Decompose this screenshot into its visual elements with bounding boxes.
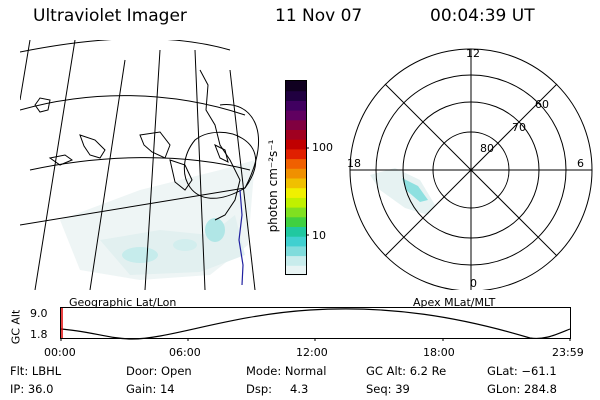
colorbar-block [286, 178, 307, 189]
altitude-ytick-low: 1.8 [30, 328, 48, 341]
mlt-label-0: 0 [470, 277, 477, 290]
status-ip: IP: 36.0 [10, 382, 54, 396]
status-door: Door: Open [126, 364, 192, 378]
altitude-curve [60, 308, 571, 340]
colorbar-block [286, 236, 307, 247]
colorbar-block [286, 119, 307, 130]
colorbar-tick-100: 100 [312, 141, 333, 154]
polar-plot [349, 48, 593, 290]
mlt-label-6: 6 [577, 157, 584, 170]
colorbar-block [286, 265, 307, 276]
time-tick-1200: 12:00 [296, 346, 328, 359]
status-mode: Mode: Normal [246, 364, 327, 378]
color-bar [285, 80, 309, 276]
time-label: 00:04:39 UT [430, 6, 535, 26]
colorbar-block [286, 255, 307, 266]
date-label: 11 Nov 07 [275, 6, 363, 26]
status-seq: Seq: 39 [366, 382, 410, 396]
status-glat: GLat: −61.1 [487, 364, 557, 378]
colorbar-block [286, 158, 307, 169]
colorbar-block [286, 139, 307, 150]
time-tick-1800: 18:00 [423, 346, 455, 359]
mlat-label-70: 70 [512, 121, 526, 134]
mlat-label-60: 60 [535, 98, 549, 111]
polar-plot-label: Apex MLat/MLT [413, 296, 496, 309]
colorbar-block [286, 81, 307, 92]
geographic-map [20, 40, 260, 290]
colorbar-tick-10: 10 [312, 229, 326, 242]
colorbar-block [286, 187, 307, 198]
aurora-speckle [60, 160, 255, 280]
altitude-ytick-high: 9.0 [30, 307, 48, 320]
time-tick-2359: 23:59 [552, 346, 584, 359]
colorbar-block [286, 148, 307, 160]
colorbar-block [286, 226, 307, 237]
altitude-plot [60, 307, 571, 341]
instrument-title: Ultraviolet Imager [33, 6, 187, 26]
colorbar-block [286, 100, 307, 111]
mlt-label-12: 12 [466, 47, 480, 60]
status-gain: Gain: 14 [126, 382, 175, 396]
polar-aurora [370, 168, 435, 215]
colorbar-block [286, 90, 307, 101]
geo-map-label: Geographic Lat/Lon [69, 296, 177, 309]
colorbar-block [286, 207, 307, 218]
time-tick-0000: 00:00 [44, 346, 76, 359]
mlat-label-80: 80 [480, 142, 494, 155]
colorbar-block [286, 110, 307, 121]
colorbar-unit-label: photon cm⁻²s⁻¹ [266, 139, 280, 233]
colorbar-block [286, 245, 307, 257]
time-tick-0600: 06:00 [169, 346, 201, 359]
colorbar-block [286, 216, 307, 227]
status-dsp-label: Dsp: [246, 382, 273, 396]
status-dsp-value: 4.3 [290, 382, 309, 396]
altitude-axis-title: GC Alt [9, 309, 23, 345]
status-glon: GLon: 284.8 [487, 382, 557, 396]
colorbar-block [286, 168, 307, 179]
status-flt: Flt: LBHL [10, 364, 62, 378]
coastline-blue [238, 189, 244, 286]
mlt-label-18: 18 [347, 157, 361, 170]
status-gc-alt: GC Alt: 6.2 Re [366, 364, 447, 378]
colorbar-block [286, 129, 307, 140]
colorbar-block [286, 197, 307, 208]
